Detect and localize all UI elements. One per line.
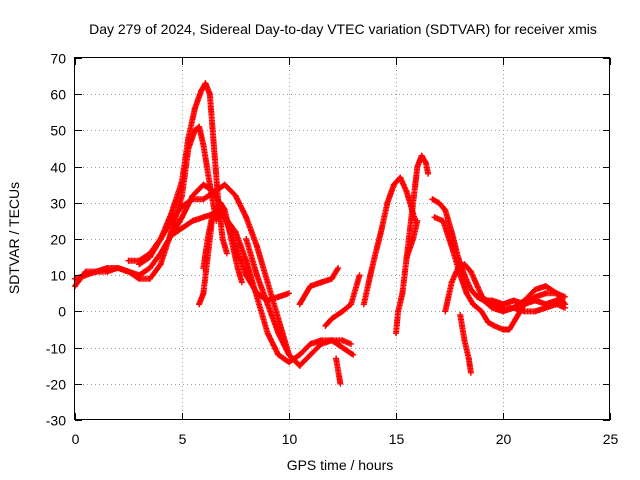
series-markers xyxy=(296,266,341,308)
y-tick-label: 20 xyxy=(50,232,66,248)
y-tick-label: 60 xyxy=(50,87,66,103)
y-axis-label: SDTVAR / TECUs xyxy=(6,182,22,294)
series-markers xyxy=(403,219,420,261)
data-series xyxy=(72,80,569,387)
axis-ticks: -30 -20 -10 0 10 20 30 40 50 60 70 0 5 10 15 20 25 xyxy=(46,51,619,448)
y-tick-label: 10 xyxy=(50,268,66,284)
plot-frame xyxy=(74,57,610,420)
y-tick-label: 70 xyxy=(50,51,66,67)
series-markers xyxy=(431,214,567,333)
series-markers xyxy=(478,293,567,315)
series-track-9 xyxy=(360,174,419,308)
y-tick-label: 0 xyxy=(58,304,66,320)
series-markers xyxy=(243,236,353,369)
series-markers xyxy=(333,355,344,386)
x-tick-label: 20 xyxy=(496,431,512,447)
y-tick-label: -10 xyxy=(46,341,66,357)
series-markers xyxy=(322,273,363,329)
x-tick-label: 5 xyxy=(179,431,187,447)
chart-title: Day 279 of 2024, Sidereal Day-to-day VTE… xyxy=(89,21,597,37)
y-tick-label: -30 xyxy=(46,413,66,429)
series-markers xyxy=(360,174,418,308)
series-track-5c xyxy=(196,217,215,308)
x-tick-label: 10 xyxy=(282,431,298,447)
series-track-11 xyxy=(403,217,421,261)
x-tick-label: 0 xyxy=(72,431,80,447)
y-tick-label: -20 xyxy=(46,377,66,393)
series-track-8 xyxy=(322,272,363,329)
series-markers xyxy=(457,312,474,375)
x-tick-label: 25 xyxy=(603,431,619,447)
series-track-15 xyxy=(478,293,569,315)
series-markers xyxy=(125,181,302,368)
y-tick-label: 50 xyxy=(50,123,66,139)
grid xyxy=(75,58,610,420)
series-track-6 xyxy=(243,236,355,369)
x-axis-label: GPS time / hours xyxy=(287,457,394,473)
x-tick-label: 15 xyxy=(389,431,405,447)
series-track-14b xyxy=(457,312,474,376)
y-tick-label: 40 xyxy=(50,160,66,176)
series-track-7 xyxy=(296,265,342,308)
series-track-8b xyxy=(333,355,344,387)
series-markers xyxy=(196,219,215,308)
y-tick-label: 30 xyxy=(50,196,66,212)
